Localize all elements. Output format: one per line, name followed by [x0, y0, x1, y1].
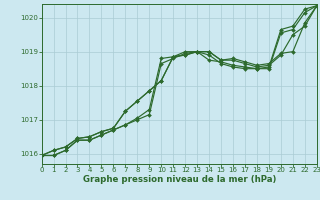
X-axis label: Graphe pression niveau de la mer (hPa): Graphe pression niveau de la mer (hPa): [83, 175, 276, 184]
